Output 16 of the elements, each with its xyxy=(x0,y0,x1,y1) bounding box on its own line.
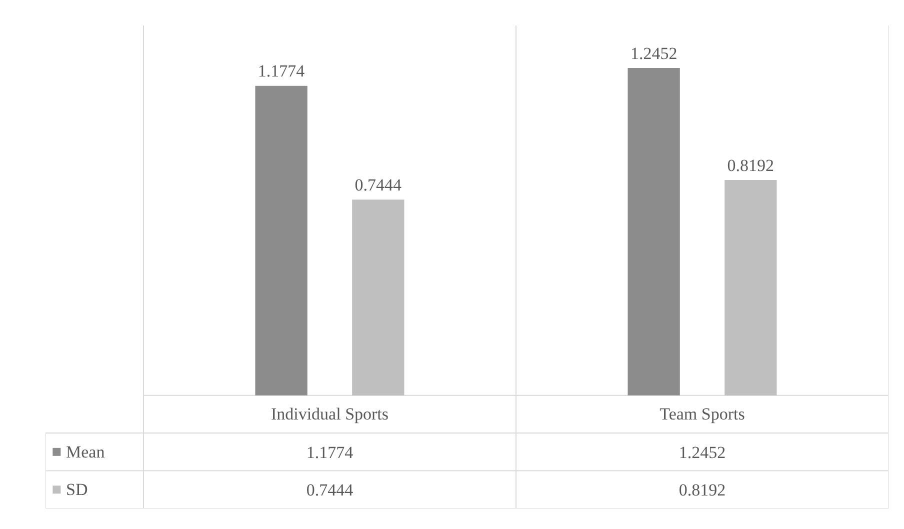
text: 1.2452 xyxy=(678,442,726,462)
data-label: 1.1774 xyxy=(258,62,306,81)
x-tick-label: Team Sports xyxy=(660,404,745,424)
bar xyxy=(352,200,404,396)
text: 0.8192 xyxy=(678,480,726,500)
data-label: 0.7444 xyxy=(354,175,402,194)
bar xyxy=(255,86,308,396)
text: 1.1774 xyxy=(306,442,354,462)
x-tick-label: Individual Sports xyxy=(270,404,389,424)
bar xyxy=(628,68,680,396)
data-label: 1.2452 xyxy=(630,44,678,63)
legend-label: SD xyxy=(66,480,88,500)
bar xyxy=(724,180,777,396)
legend-label: Mean xyxy=(66,442,106,462)
text: 0.7444 xyxy=(306,480,354,500)
data-label: 0.8192 xyxy=(727,156,774,175)
